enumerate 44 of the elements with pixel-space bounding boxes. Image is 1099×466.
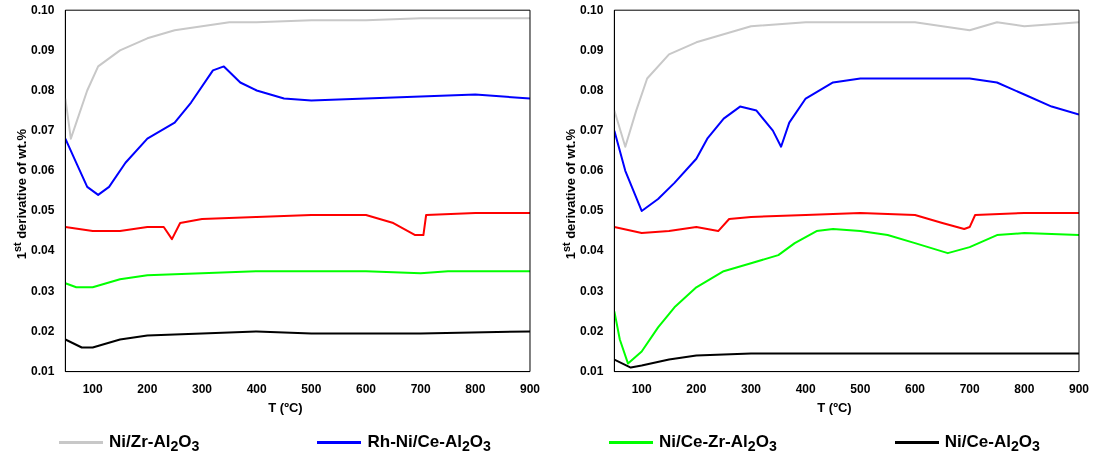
- y-tick-label: 0.08: [31, 82, 55, 97]
- x-tick-label: 700: [959, 382, 980, 397]
- y-tick-label: 0.08: [580, 82, 604, 97]
- x-tick-label: 900: [1068, 382, 1090, 397]
- x-tick-label: 900: [519, 382, 541, 397]
- x-tick-label: 500: [301, 382, 322, 397]
- legend-label: Ni/Zr-Al$_{2}$O$_{3}$: [109, 431, 200, 455]
- x-tick-label: 300: [192, 382, 213, 397]
- x-axis-title: T (ºC): [267, 400, 304, 415]
- x-tick-label: 800: [1014, 382, 1035, 397]
- x-tick-label: 200: [686, 382, 707, 397]
- y-tick-label: 0.09: [580, 42, 604, 57]
- x-tick-label: 400: [795, 382, 817, 397]
- y-tick-label: 0.07: [580, 122, 604, 137]
- y-tick-label: 0.01: [31, 363, 55, 378]
- y-tick-label: 0.03: [31, 283, 55, 298]
- legend-label: Ni/Ce-Al$_{2}$O$_{3}$: [944, 431, 1040, 455]
- x-tick-label: 100: [82, 382, 104, 397]
- y-tick-label: 0.05: [31, 203, 55, 218]
- y-tick-label: 0.06: [580, 163, 604, 178]
- x-tick-label: 600: [904, 382, 926, 397]
- y-tick-label: 0.09: [31, 42, 55, 57]
- legend-label: Rh-Ni/Ce-Al$_{2}$O$_{3}$: [367, 431, 491, 455]
- x-tick-label: 600: [355, 382, 377, 397]
- x-tick-label: 800: [465, 382, 486, 397]
- x-axis-title: T (ºC): [816, 400, 853, 415]
- y-tick-label: 0.10: [31, 2, 55, 17]
- y-tick-label: 0.04: [31, 243, 55, 258]
- y-tick-label: 0.05: [580, 203, 604, 218]
- y-tick-label: 0.03: [580, 283, 604, 298]
- x-tick-label: 100: [631, 382, 653, 397]
- x-tick-label: 300: [741, 382, 762, 397]
- y-tick-label: 0.06: [31, 163, 55, 178]
- y-tick-label: 0.02: [31, 323, 55, 338]
- y-tick-label: 0.01: [580, 363, 604, 378]
- x-tick-label: 500: [850, 382, 871, 397]
- x-tick-label: 200: [137, 382, 158, 397]
- x-tick-label: 700: [410, 382, 431, 397]
- y-tick-label: 0.10: [580, 2, 604, 17]
- legend-label: Ni/Ce-Zr-Al$_{2}$O$_{3}$: [659, 431, 777, 455]
- y-tick-label: 0.07: [31, 122, 55, 137]
- y-tick-label: 0.02: [580, 323, 604, 338]
- y-tick-label: 0.04: [580, 243, 604, 258]
- x-tick-label: 400: [246, 382, 268, 397]
